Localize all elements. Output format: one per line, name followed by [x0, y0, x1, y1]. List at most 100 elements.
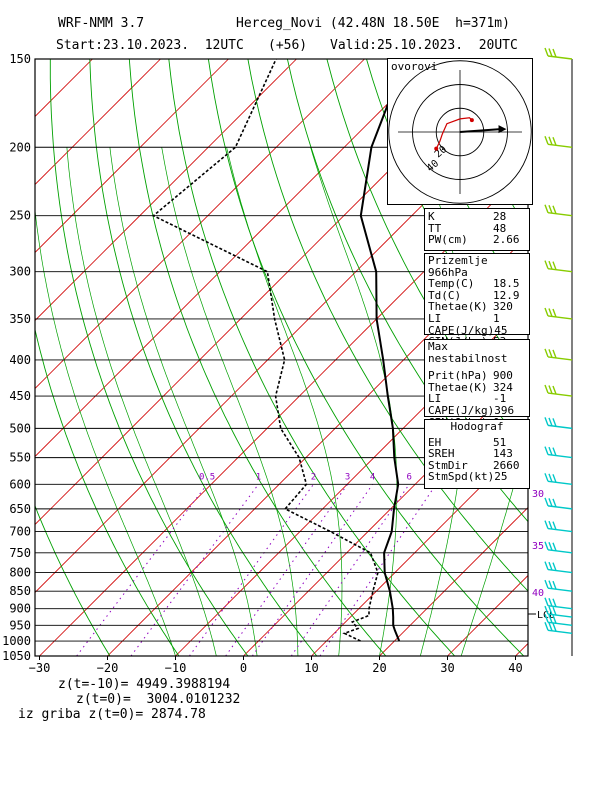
isotherm-line	[379, 506, 528, 656]
hodograph-stat-label: StmDir	[428, 458, 468, 472]
mixing-ratio-label: 1	[256, 472, 261, 482]
hodograph-stat-row: StmSpd(kt) 25	[425, 471, 529, 483]
max-instability-row: Prit(hPa) 900	[425, 370, 529, 382]
dry-adiabat	[524, 59, 528, 68]
storm-motion-arrowhead	[498, 125, 507, 134]
valid-time: Valid:25.10.2023. 20UTC	[330, 38, 518, 53]
wind-barb	[544, 47, 573, 60]
storm-motion-vector	[459, 128, 501, 133]
start-time: Start:23.10.2023. 12UTC	[56, 38, 244, 53]
index-label: PW(cm)	[428, 233, 468, 247]
hodograph-trace	[435, 117, 473, 149]
temperature-tick-label: −30	[29, 661, 51, 675]
right-scale-label: 30	[532, 489, 544, 500]
pressure-tick-label: 450	[9, 389, 31, 403]
isotherm-line	[35, 59, 161, 186]
surface-row: Temp(C) 18.5	[425, 278, 529, 290]
mixing-ratio-label: 0.5	[199, 472, 215, 482]
footer-line-1: z(t=-10)= 4949.3988194	[58, 677, 231, 692]
mixing-ratio-line	[225, 484, 348, 656]
pressure-tick-label: 900	[9, 602, 31, 616]
moist-adiabat	[109, 147, 258, 656]
pressure-tick-label: 800	[9, 566, 31, 580]
wind-barb	[544, 520, 573, 533]
hodograph-stat-label: EH	[428, 435, 442, 449]
station-title: Herceg_Novi (42.48N 18.50E h=371m)	[236, 16, 510, 31]
surface-label: Temp(C)	[428, 277, 475, 291]
mixing-ratio-line	[251, 484, 374, 656]
forecast-lead: (+56)	[268, 38, 308, 53]
pressure-tick-label: 600	[9, 477, 31, 491]
temperature-tick-label: 20	[372, 661, 386, 675]
max-instability-box: Max nestabilnost Prit(hPa) 900 Thetae(K) 32…	[424, 339, 530, 428]
dry-adiabat	[89, 59, 318, 656]
pressure-tick-label: 1000	[2, 634, 31, 648]
temperature-tick-label: −20	[97, 661, 119, 675]
pressure-tick-label: 200	[9, 140, 31, 154]
temperature-tick-label: −10	[165, 661, 187, 675]
hodograph-stat-row: StmDir 2660	[425, 460, 529, 472]
index-value: 48	[493, 221, 507, 235]
isotherm-line	[35, 59, 433, 458]
temperature-tick-label: 0	[240, 661, 247, 675]
dry-adiabat	[128, 59, 387, 656]
hodograph-stat-row: EH 51	[425, 435, 529, 449]
dewpoint-profile	[151, 59, 379, 642]
mixing-ratio-label: 4	[370, 472, 375, 482]
wind-barb	[544, 348, 573, 361]
hodograph-end-dot	[469, 118, 474, 123]
hodograph-stat-value: 2660	[493, 458, 520, 472]
hodograph-speed-label: 40	[425, 158, 441, 174]
pressure-tick-label: 150	[9, 52, 31, 66]
temperature-tick-label: 30	[440, 661, 454, 675]
right-scale-label: 35	[532, 541, 544, 552]
temperature-tick-label: 40	[508, 661, 522, 675]
mixing-ratio-line	[290, 484, 410, 656]
hodograph-box-title: Hodograf	[450, 420, 504, 433]
pressure-tick-label: 500	[9, 421, 31, 435]
mixing-ratio-line	[76, 484, 208, 656]
index-row: PW(cm) 2.66	[425, 234, 529, 246]
index-box: K 28 TT 48 PW(cm) 2.66	[424, 208, 530, 251]
index-value: 2.66	[493, 233, 520, 247]
hodograph-stat-label: StmSpd(kt)	[428, 470, 495, 484]
footer-line-3: iz griba z(t=0)= 2874.78	[18, 707, 206, 722]
moist-adiabat	[460, 431, 528, 656]
moist-adiabat	[310, 147, 398, 656]
max-instability-value: 396	[494, 403, 515, 417]
wind-barb	[544, 497, 573, 510]
pressure-tick-label: 1050	[2, 649, 31, 663]
wind-barb	[544, 561, 573, 574]
surface-label: Thetae(K)	[428, 300, 488, 314]
isotherm-line	[39, 166, 528, 656]
hodograph-stat-row: SREH 143	[425, 448, 529, 460]
surface-value: 12.9	[493, 288, 520, 302]
surface-value: 45	[494, 323, 508, 337]
pressure-tick-label: 250	[9, 209, 31, 223]
wind-barb	[544, 473, 573, 486]
dry-adiabat	[49, 59, 249, 656]
max-instability-value: 900	[493, 369, 513, 383]
wind-barb	[544, 579, 573, 592]
dry-adiabat	[564, 59, 600, 656]
pressure-tick-label: 300	[9, 265, 31, 279]
surface-value: 18.5	[493, 277, 520, 291]
isotherm-line	[35, 59, 229, 254]
surface-label: CAPE(J/kg)	[428, 323, 495, 337]
pressure-tick-label: 650	[9, 502, 31, 516]
isotherm-line	[584, 59, 600, 656]
pressure-tick-label: 850	[9, 584, 31, 598]
wind-barb	[544, 605, 573, 618]
hodograph-ring	[388, 60, 532, 204]
isotherm-line	[107, 234, 528, 656]
wind-barb	[544, 204, 573, 217]
moist-adiabat	[66, 147, 217, 656]
hodograph-stat-value: 51	[493, 435, 507, 449]
pressure-tick-label: 400	[9, 353, 31, 367]
mixing-ratio-label: 2	[311, 472, 316, 482]
max-instability-value: 324	[493, 380, 513, 394]
hodograph-start-dot	[434, 146, 439, 151]
max-instability-label: Prit(hPa)	[428, 369, 488, 383]
surface-row: Td(C) 12.9	[425, 290, 529, 302]
